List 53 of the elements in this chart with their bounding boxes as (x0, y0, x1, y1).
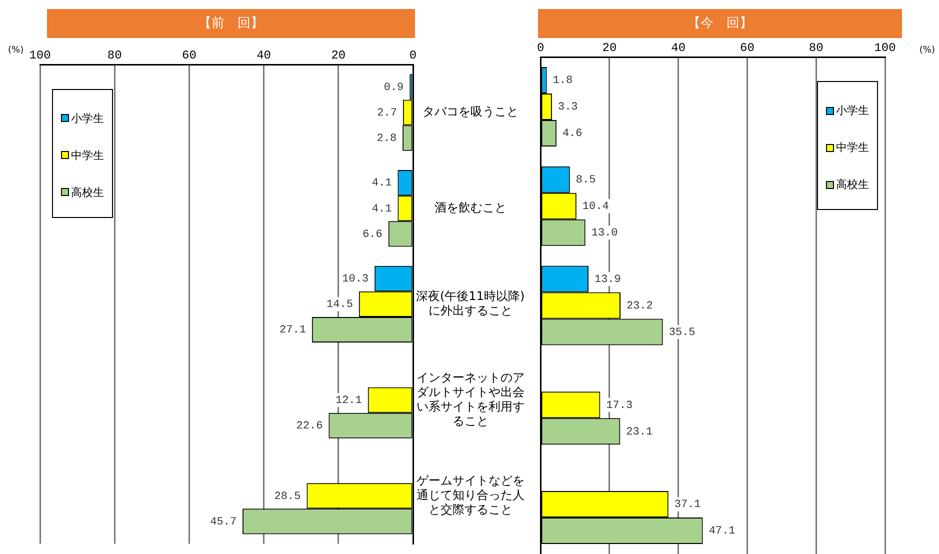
data-label: 45.7 (210, 516, 237, 528)
x-tick-label: 80 (107, 48, 122, 63)
y-tick-label: タバコを吸うこと (422, 104, 518, 119)
data-label: 13.0 (591, 228, 618, 240)
x-tick-label: 100 (29, 48, 51, 63)
x-tick-label: 40 (256, 48, 272, 63)
x-tick-label: 20 (602, 40, 617, 55)
y-tick-label: 深夜(午後11時以降)に外出すること (416, 289, 525, 318)
data-label: 23.1 (626, 426, 653, 438)
legend-label: 中学生 (836, 140, 869, 155)
x-axis-title: (%) (919, 45, 935, 56)
chart-title: 【前 回】 (47, 9, 415, 38)
data-label: 4.6 (562, 128, 582, 140)
data-label: 17.3 (606, 400, 633, 412)
x-axis-title: (%) (8, 45, 24, 56)
data-label: 27.1 (280, 324, 306, 337)
data-label: 14.5 (326, 299, 353, 312)
x-tick-label: 20 (331, 48, 346, 63)
data-label: 0.9 (384, 82, 404, 94)
data-label: 13.9 (594, 274, 621, 286)
data-label: 47.1 (708, 526, 736, 538)
legend-label: 中学生 (71, 148, 104, 163)
data-label: 10.4 (582, 201, 610, 214)
data-label: 28.5 (274, 490, 301, 503)
data-label: 35.5 (668, 326, 696, 339)
data-label: 8.5 (576, 174, 596, 186)
x-tick-label: 80 (808, 40, 824, 55)
chart-title: 【今 回】 (538, 9, 902, 38)
data-label: 6.6 (362, 228, 382, 241)
legend-label: 高校生 (71, 184, 104, 200)
x-tick-label: 0 (409, 48, 417, 63)
y-tick-label: ゲームサイトなどを通じて知り合った人と交際すること (416, 474, 524, 516)
data-label: 4.1 (372, 178, 392, 190)
data-label: 4.1 (372, 203, 392, 216)
data-label: 2.7 (377, 107, 397, 120)
x-tick-label: 40 (671, 40, 686, 55)
data-label: 2.8 (376, 132, 397, 145)
x-tick-label: 60 (740, 40, 754, 55)
x-tick-label: 100 (874, 40, 896, 55)
data-label: 22.6 (296, 420, 323, 433)
x-tick-label: 0 (537, 40, 544, 55)
legend-label: 高校生 (836, 177, 869, 192)
data-label: 12.1 (335, 394, 362, 407)
data-label: 37.1 (674, 499, 702, 512)
x-tick-label: 60 (182, 48, 196, 63)
y-tick-label: インターネットのアダルトサイトや出会い系サイトを利用すること (416, 370, 524, 428)
data-label: 23.2 (626, 300, 653, 312)
data-label: 1.8 (552, 75, 573, 88)
data-label: 3.3 (558, 102, 578, 114)
legend-label: 小学生 (836, 103, 869, 118)
y-tick-label: 酒を飲むこと (434, 200, 506, 214)
data-label: 10.3 (342, 274, 369, 286)
legend-label: 小学生 (71, 110, 104, 126)
